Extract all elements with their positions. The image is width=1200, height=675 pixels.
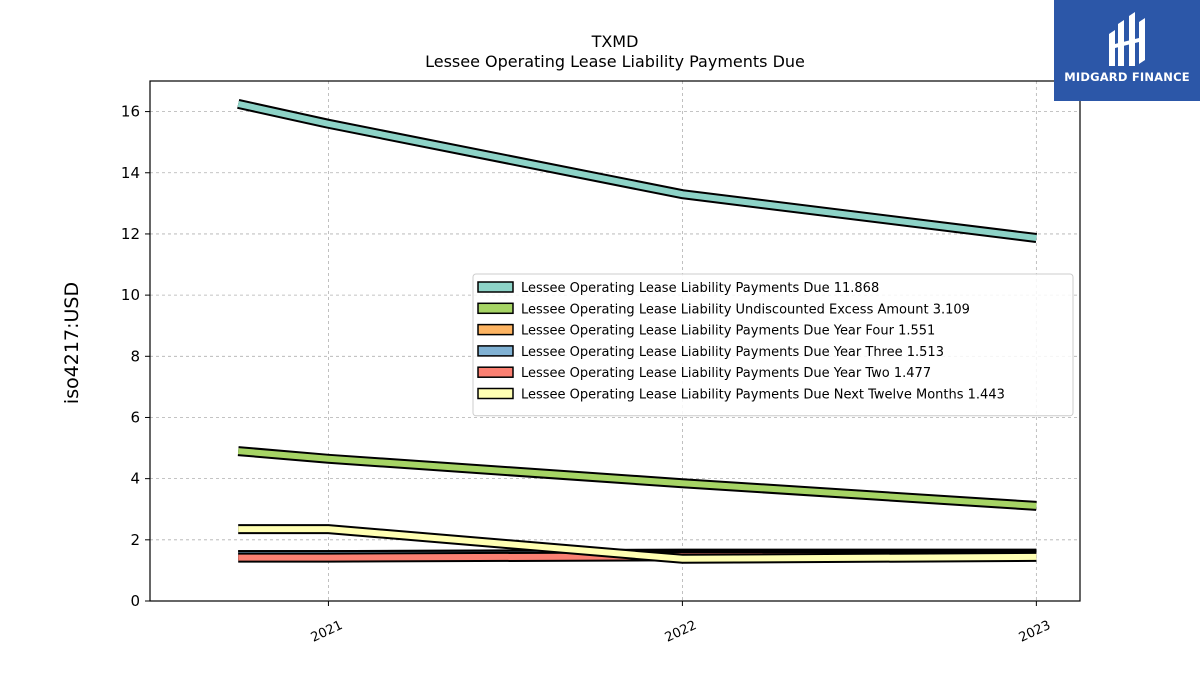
series-1-outline xyxy=(237,99,1038,243)
legend-swatch xyxy=(477,366,514,378)
legend-label: Lessee Operating Lease Liability Payment… xyxy=(521,324,935,339)
x-tick-label: 2023 xyxy=(1017,618,1053,646)
y-tick-label: 0 xyxy=(130,592,140,610)
legend-label: Lessee Operating Lease Liability Payment… xyxy=(521,345,944,360)
series-6-line xyxy=(238,526,1037,562)
logo-text: MIDGARD FINANCE xyxy=(1064,70,1190,84)
y-axis-label: iso4217:USD xyxy=(61,282,83,404)
x-axis: 2021 2022 2023 xyxy=(309,601,1053,646)
legend-swatch xyxy=(477,302,514,315)
y-tick-label: 2 xyxy=(130,531,140,549)
legend-label: Lessee Operating Lease Liability Payment… xyxy=(521,366,931,381)
x-tick-label: 2021 xyxy=(309,618,345,646)
legend: Lessee Operating Lease Liability Payment… xyxy=(472,273,1074,417)
series-2-line xyxy=(237,448,1037,509)
plot-frame xyxy=(149,80,1081,602)
legend-label: Lessee Operating Lease Liability Undisco… xyxy=(521,302,970,317)
y-tick-label: 10 xyxy=(121,286,140,304)
y-tick-label: 16 xyxy=(121,103,140,121)
series-1-line xyxy=(237,100,1037,241)
legend-swatch xyxy=(477,323,514,336)
legend-swatch xyxy=(477,281,514,293)
chart-subtitle: Lessee Operating Lease Liability Payment… xyxy=(425,52,805,71)
x-tick-label: 2022 xyxy=(663,618,699,646)
y-axis: 0 2 4 6 8 10 12 14 16 xyxy=(121,103,150,610)
legend-swatch xyxy=(477,387,514,400)
legend-box xyxy=(472,273,1074,417)
chart-title: TXMD xyxy=(591,32,639,51)
series-lines xyxy=(237,99,1038,564)
logo-mark-icon xyxy=(1109,12,1145,66)
y-tick-label: 14 xyxy=(121,164,140,182)
y-tick-label: 8 xyxy=(130,347,140,365)
legend-label: Lessee Operating Lease Liability Payment… xyxy=(521,281,879,296)
legend-swatch xyxy=(477,345,514,357)
y-tick-label: 12 xyxy=(121,225,140,243)
y-tick-label: 6 xyxy=(130,408,140,426)
y-tick-label: 4 xyxy=(130,470,140,488)
legend-label: Lessee Operating Lease Liability Payment… xyxy=(521,388,1005,403)
brand-logo: MIDGARD FINANCE xyxy=(1054,0,1200,101)
